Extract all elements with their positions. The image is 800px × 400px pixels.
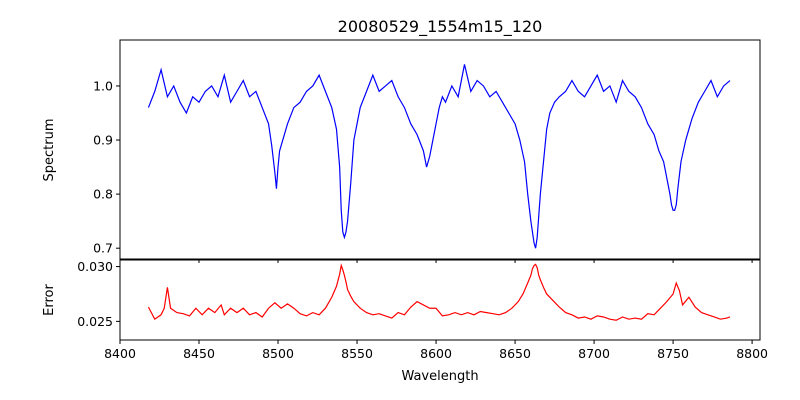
error-y-axis-label: Error — [42, 284, 57, 316]
spectrum-panel: 0.7 0.8 0.9 1.0 Spectrum — [42, 39, 761, 263]
error-x-tick-label: 8650 — [499, 346, 531, 361]
error-x-tick-label: 8550 — [341, 346, 373, 361]
spectrum-axes-frame — [119, 39, 761, 260]
error-y-tick-label: 0.030 — [77, 259, 113, 274]
error-axes-frame — [119, 259, 761, 341]
error-x-tick-label: 8700 — [578, 346, 610, 361]
spectrum-series-line — [147, 64, 731, 249]
error-x-tick-label: 8800 — [736, 346, 768, 361]
spectrum-y-ticks: 0.7 0.8 0.9 1.0 — [93, 78, 120, 256]
error-x-tick-label: 8750 — [657, 346, 689, 361]
x-axis-label: Wavelength — [401, 369, 478, 384]
error-y-ticks: 0.025 0.030 — [77, 259, 120, 329]
error-x-tick-label: 8400 — [104, 346, 136, 361]
error-x-ticks: 8400 8450 8500 8550 8600 8650 8700 8750 8800 — [104, 340, 768, 361]
error-panel: 8400 8450 8500 8550 8600 8650 8700 8750 8800 0.0… — [42, 259, 768, 384]
spectrum-y-tick-label: 0.9 — [93, 133, 113, 148]
error-x-tick-label: 8600 — [420, 346, 452, 361]
error-series-line — [147, 263, 731, 321]
chart-title: 20080529_1554m15_120 — [338, 17, 543, 37]
error-x-tick-label: 8500 — [262, 346, 294, 361]
spectrum-y-axis-label: Spectrum — [42, 119, 57, 182]
spectrum-y-tick-label: 0.7 — [93, 241, 113, 256]
spectrum-y-tick-label: 0.8 — [93, 187, 113, 202]
error-x-tick-label: 8450 — [183, 346, 215, 361]
spectrum-y-tick-label: 1.0 — [93, 78, 113, 93]
error-y-tick-label: 0.025 — [77, 314, 113, 329]
